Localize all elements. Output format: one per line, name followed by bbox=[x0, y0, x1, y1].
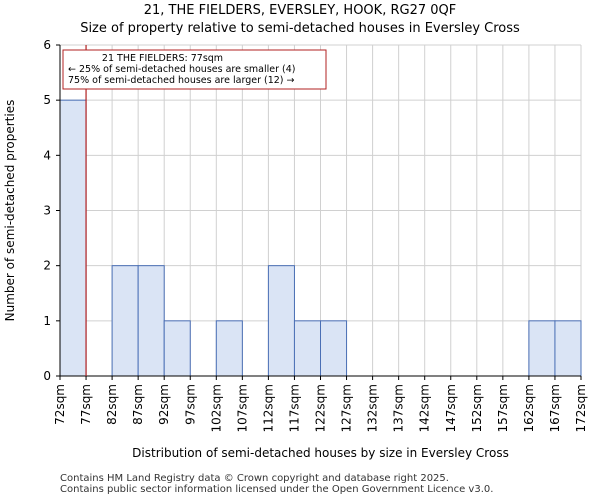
x-tick-label: 157sqm bbox=[496, 384, 510, 432]
x-tick-label: 92sqm bbox=[157, 384, 171, 425]
x-tick-label: 147sqm bbox=[444, 384, 458, 432]
x-tick-label: 87sqm bbox=[131, 384, 145, 425]
chart-title: 21, THE FIELDERS, EVERSLEY, HOOK, RG27 0… bbox=[143, 3, 457, 18]
annotation-box bbox=[62, 49, 327, 90]
footer: Contains HM Land Registry data © Crown c… bbox=[60, 473, 493, 495]
histogram-bar bbox=[137, 265, 165, 377]
x-tick-label: 152sqm bbox=[470, 384, 484, 432]
histogram-bar bbox=[163, 320, 191, 377]
histogram-bar bbox=[528, 320, 556, 377]
chart-title-block: 21, THE FIELDERS, EVERSLEY, HOOK, RG27 0… bbox=[0, 2, 600, 38]
x-tick-label: 167sqm bbox=[548, 384, 562, 432]
annotation-smaller: ← 25% of semi-detached houses are smalle… bbox=[68, 64, 296, 75]
x-tick-label: 112sqm bbox=[261, 384, 275, 432]
x-tick-label: 142sqm bbox=[418, 384, 432, 432]
histogram-bar bbox=[293, 320, 322, 377]
x-tick-label: 137sqm bbox=[392, 384, 406, 432]
y-tick-label: 6 bbox=[43, 38, 51, 52]
x-tick-label: 97sqm bbox=[183, 384, 197, 425]
y-tick-label: 0 bbox=[43, 369, 51, 383]
y-tick-label: 3 bbox=[43, 204, 51, 218]
histogram-bar bbox=[215, 320, 243, 377]
histogram-bar bbox=[59, 99, 87, 377]
x-tick-label: 77sqm bbox=[79, 384, 93, 425]
y-tick-label: 4 bbox=[43, 148, 51, 162]
x-tick-label: 72sqm bbox=[53, 384, 67, 425]
x-tick-label: 132sqm bbox=[366, 384, 380, 432]
annotation-title: 21 THE FIELDERS: 77sqm bbox=[102, 53, 223, 64]
x-axis-label: Distribution of semi-detached houses by … bbox=[132, 446, 509, 460]
histogram-bar bbox=[554, 320, 582, 377]
histogram-bar bbox=[111, 265, 139, 377]
x-tick-label: 107sqm bbox=[235, 384, 249, 432]
x-tick-label: 117sqm bbox=[287, 384, 301, 432]
x-tick-label: 122sqm bbox=[314, 384, 328, 432]
y-tick-label: 1 bbox=[43, 314, 51, 328]
footer-line-2: Contains public sector information licen… bbox=[60, 484, 494, 495]
y-tick-label: 2 bbox=[43, 259, 51, 273]
footer-line-1: Contains HM Land Registry data © Crown c… bbox=[60, 473, 449, 484]
chart-subtitle: Size of property relative to semi-detach… bbox=[80, 21, 520, 36]
histogram-bar bbox=[320, 320, 348, 377]
x-tick-label: 102sqm bbox=[209, 384, 223, 432]
x-tick-label: 82sqm bbox=[105, 384, 119, 425]
x-tick-label: 127sqm bbox=[340, 384, 354, 432]
y-axis-label: Number of semi-detached properties bbox=[3, 100, 17, 322]
y-tick-label: 5 bbox=[43, 93, 51, 107]
histogram-bar bbox=[267, 265, 295, 377]
histogram-chart: 0 1 2 3 4 5 6 72sqm 77sqm 82sqm 87sqm 92sqm 97sqm 102… bbox=[3, 38, 588, 460]
annotation-larger: 75% of semi-detached houses are larger (… bbox=[68, 75, 295, 86]
x-tick-label: 162sqm bbox=[522, 384, 536, 432]
x-tick-label: 172sqm bbox=[574, 384, 588, 432]
